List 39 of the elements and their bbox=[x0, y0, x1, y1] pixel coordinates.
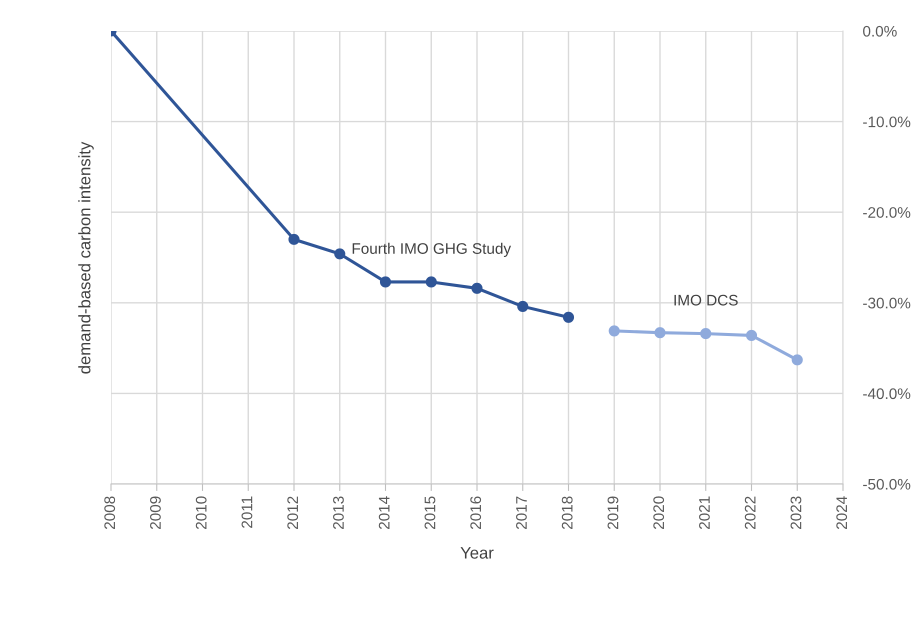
point bbox=[746, 330, 758, 341]
y-tick-label: -30.0% bbox=[863, 298, 910, 308]
x-tick-label: 2023 bbox=[790, 496, 802, 530]
x-tick-label: 2014 bbox=[378, 496, 390, 530]
x-tick-label: 2022 bbox=[744, 496, 756, 530]
point bbox=[517, 300, 528, 312]
x-tick-label: 2012 bbox=[287, 496, 298, 530]
point bbox=[288, 234, 300, 245]
x-tick-label: 2015 bbox=[424, 496, 436, 530]
x-tick-label: 2009 bbox=[150, 496, 161, 530]
point bbox=[700, 328, 712, 340]
series-label: Fourth IMO GHG Study bbox=[352, 242, 512, 257]
y-tick-label: -40.0% bbox=[863, 388, 910, 400]
y-tick-label: -20.0% bbox=[863, 207, 910, 218]
y-tick-label: -50.0% bbox=[863, 478, 910, 490]
x-tick-label: 2018 bbox=[562, 496, 573, 530]
series-label: IMO DCS bbox=[674, 294, 738, 306]
x-tick-label: 2016 bbox=[470, 496, 482, 530]
x-tick-label: 2024 bbox=[836, 496, 848, 530]
point bbox=[654, 327, 666, 338]
x-tick-label: 2021 bbox=[699, 496, 710, 530]
x-tick-label: 2008 bbox=[104, 496, 116, 530]
point bbox=[562, 312, 574, 323]
point bbox=[334, 248, 346, 260]
x-tick-label: 2019 bbox=[608, 496, 618, 530]
x-tick-label: 2011 bbox=[242, 496, 252, 528]
x-tick-label: 2013 bbox=[333, 496, 344, 530]
x-tick-label: 2017 bbox=[516, 496, 527, 530]
y-tick-label: 0.0% bbox=[863, 26, 897, 37]
point bbox=[426, 276, 437, 288]
y-axis-title: demand-based carbon intensity bbox=[78, 142, 94, 374]
y-tick-label: -10.0% bbox=[863, 116, 910, 128]
point bbox=[471, 282, 483, 294]
x-axis-title: Year bbox=[460, 547, 494, 559]
point bbox=[380, 276, 392, 288]
point bbox=[608, 325, 620, 336]
point bbox=[792, 354, 803, 366]
x-tick-label: 2020 bbox=[653, 496, 664, 530]
x-tick-label: 2010 bbox=[196, 496, 207, 530]
